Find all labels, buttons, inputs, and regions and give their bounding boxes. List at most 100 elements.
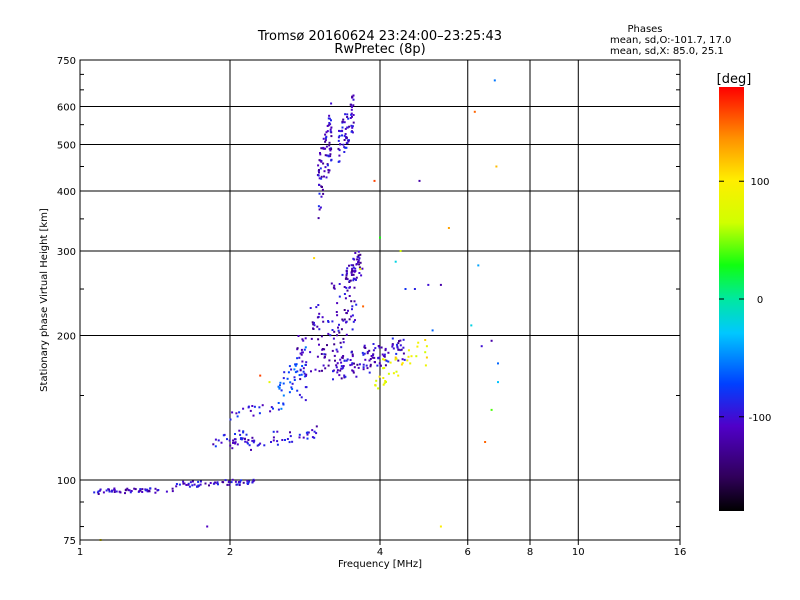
data-point (333, 330, 336, 333)
data-point (348, 125, 351, 128)
data-point (312, 323, 315, 326)
data-point (302, 436, 305, 439)
data-point (224, 479, 227, 482)
data-point (324, 140, 327, 143)
data-point (342, 355, 345, 357)
data-point (110, 490, 113, 493)
data-point (382, 377, 385, 379)
data-point (327, 332, 330, 335)
data-point (270, 441, 272, 443)
data-point (383, 353, 386, 356)
data-point (368, 359, 371, 362)
data-point (309, 307, 312, 309)
data-point (369, 365, 372, 368)
data-point (320, 147, 323, 150)
data-point (127, 489, 130, 492)
data-point (324, 137, 327, 140)
data-point (353, 278, 356, 280)
data-point (355, 263, 358, 266)
data-point (330, 102, 333, 105)
data-point (226, 438, 228, 441)
data-point (397, 348, 400, 351)
data-point (279, 384, 281, 387)
data-point (329, 123, 332, 126)
data-point (343, 134, 346, 137)
data-point (311, 429, 314, 432)
data-point (357, 250, 360, 253)
x-tick-label: 16 (674, 547, 687, 558)
data-point (348, 286, 351, 289)
data-point (382, 367, 385, 370)
data-point (303, 348, 306, 351)
data-point (350, 113, 353, 116)
data-point (391, 343, 394, 346)
data-point (320, 177, 323, 180)
x-tick-label: 4 (377, 547, 383, 558)
data-point (402, 338, 405, 341)
data-point (348, 264, 350, 267)
y-tick-label: 500 (57, 141, 76, 152)
data-point (344, 146, 347, 149)
data-point (352, 370, 355, 373)
data-point (352, 94, 355, 97)
data-point (305, 431, 308, 434)
data-point (320, 160, 323, 163)
data-point (354, 252, 357, 254)
data-point (372, 354, 374, 357)
data-point (395, 352, 398, 355)
data-point (298, 374, 301, 377)
data-point (336, 362, 339, 365)
data-point (354, 267, 357, 270)
data-point (439, 525, 442, 528)
data-point (351, 105, 353, 108)
data-point (325, 131, 328, 134)
data-point (366, 350, 369, 353)
data-point (327, 124, 330, 127)
data-point (397, 359, 400, 362)
data-point (118, 490, 121, 493)
data-point (384, 364, 387, 367)
data-point (330, 135, 333, 138)
data-point (338, 331, 341, 334)
data-point (358, 266, 361, 269)
data-point (316, 316, 319, 319)
data-point (398, 340, 400, 343)
data-point (497, 362, 499, 365)
data-point (378, 356, 381, 359)
data-point (383, 367, 386, 369)
data-point (351, 267, 354, 270)
data-point (130, 490, 133, 492)
data-point (352, 266, 355, 269)
data-point (259, 374, 262, 377)
data-point (253, 439, 256, 442)
data-point (374, 384, 377, 387)
data-point (344, 113, 347, 116)
data-point (345, 276, 348, 279)
data-point (284, 439, 286, 441)
data-point (339, 358, 342, 361)
data-point (328, 122, 331, 124)
data-point (321, 186, 323, 188)
data-point (324, 139, 327, 142)
data-point (182, 480, 185, 483)
data-point (351, 115, 353, 118)
data-point (328, 114, 331, 117)
data-point (303, 375, 306, 378)
data-point (389, 361, 392, 364)
data-point (304, 399, 307, 402)
data-point (298, 433, 301, 436)
data-point (350, 274, 353, 276)
data-point (329, 155, 332, 158)
data-point (400, 348, 403, 351)
data-point (296, 357, 299, 360)
data-point (286, 377, 289, 380)
data-point (333, 284, 336, 287)
data-point (154, 491, 157, 494)
data-point (349, 279, 352, 282)
data-point (332, 337, 335, 340)
data-point (290, 386, 293, 389)
colorbar-tick-label: 100 (750, 177, 769, 188)
stats-line-o: mean, sd,O:-101.7, 17.0 (610, 35, 731, 46)
data-point (258, 406, 261, 409)
data-point (113, 487, 116, 490)
